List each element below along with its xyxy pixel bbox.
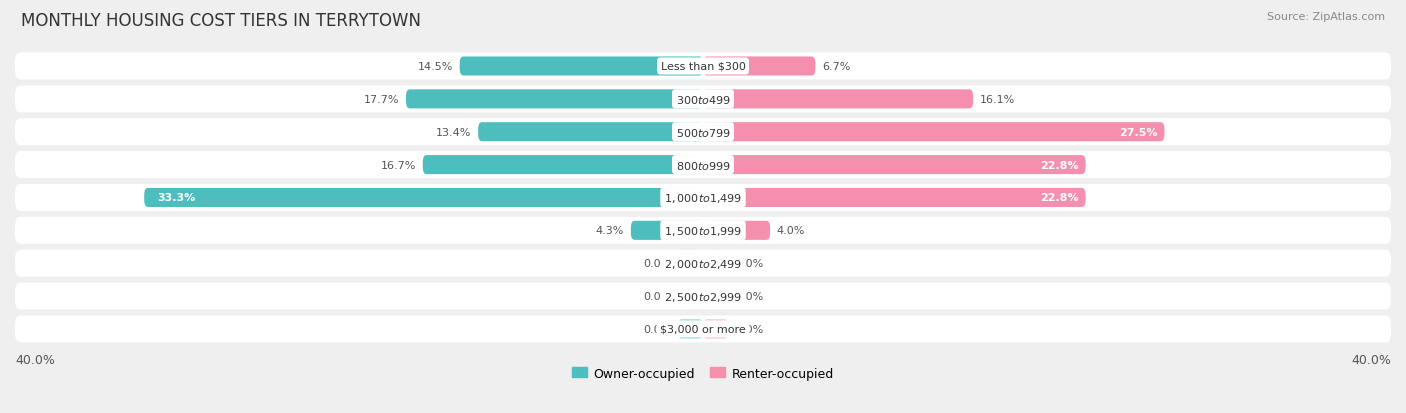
Text: MONTHLY HOUSING COST TIERS IN TERRYTOWN: MONTHLY HOUSING COST TIERS IN TERRYTOWN bbox=[21, 12, 420, 30]
Text: 6.7%: 6.7% bbox=[823, 62, 851, 72]
FancyBboxPatch shape bbox=[460, 57, 703, 76]
Text: 17.7%: 17.7% bbox=[364, 95, 399, 104]
FancyBboxPatch shape bbox=[15, 53, 1391, 80]
FancyBboxPatch shape bbox=[703, 320, 728, 339]
Text: 40.0%: 40.0% bbox=[15, 353, 55, 366]
Text: $1,500 to $1,999: $1,500 to $1,999 bbox=[664, 224, 742, 237]
Text: $500 to $799: $500 to $799 bbox=[675, 126, 731, 138]
Text: $2,000 to $2,499: $2,000 to $2,499 bbox=[664, 257, 742, 270]
FancyBboxPatch shape bbox=[631, 221, 703, 240]
Text: 33.3%: 33.3% bbox=[157, 193, 195, 203]
FancyBboxPatch shape bbox=[145, 188, 703, 207]
FancyBboxPatch shape bbox=[15, 86, 1391, 113]
Text: 16.1%: 16.1% bbox=[980, 95, 1015, 104]
FancyBboxPatch shape bbox=[703, 123, 1164, 142]
FancyBboxPatch shape bbox=[15, 283, 1391, 310]
Text: 16.7%: 16.7% bbox=[381, 160, 416, 170]
Text: 22.8%: 22.8% bbox=[1040, 193, 1078, 203]
FancyBboxPatch shape bbox=[703, 287, 728, 306]
Text: 13.4%: 13.4% bbox=[436, 128, 471, 138]
Text: 4.0%: 4.0% bbox=[778, 226, 806, 236]
Text: Less than $300: Less than $300 bbox=[661, 62, 745, 72]
FancyBboxPatch shape bbox=[423, 156, 703, 175]
FancyBboxPatch shape bbox=[703, 57, 815, 76]
Text: 0.0%: 0.0% bbox=[735, 291, 763, 301]
FancyBboxPatch shape bbox=[678, 320, 703, 339]
Text: 0.0%: 0.0% bbox=[643, 259, 671, 268]
FancyBboxPatch shape bbox=[703, 90, 973, 109]
Text: 14.5%: 14.5% bbox=[418, 62, 453, 72]
Text: $800 to $999: $800 to $999 bbox=[675, 159, 731, 171]
Text: 4.3%: 4.3% bbox=[596, 226, 624, 236]
FancyBboxPatch shape bbox=[478, 123, 703, 142]
Text: Source: ZipAtlas.com: Source: ZipAtlas.com bbox=[1267, 12, 1385, 22]
Text: 27.5%: 27.5% bbox=[1119, 128, 1157, 138]
FancyBboxPatch shape bbox=[703, 188, 1085, 207]
FancyBboxPatch shape bbox=[15, 316, 1391, 342]
Text: $1,000 to $1,499: $1,000 to $1,499 bbox=[664, 192, 742, 204]
FancyBboxPatch shape bbox=[703, 156, 1085, 175]
Text: 0.0%: 0.0% bbox=[735, 259, 763, 268]
Text: 22.8%: 22.8% bbox=[1040, 160, 1078, 170]
FancyBboxPatch shape bbox=[678, 254, 703, 273]
Text: $3,000 or more: $3,000 or more bbox=[661, 324, 745, 334]
Legend: Owner-occupied, Renter-occupied: Owner-occupied, Renter-occupied bbox=[568, 362, 838, 385]
Text: $2,500 to $2,999: $2,500 to $2,999 bbox=[664, 290, 742, 303]
FancyBboxPatch shape bbox=[703, 221, 770, 240]
FancyBboxPatch shape bbox=[406, 90, 703, 109]
FancyBboxPatch shape bbox=[15, 250, 1391, 277]
Text: 0.0%: 0.0% bbox=[643, 324, 671, 334]
FancyBboxPatch shape bbox=[678, 287, 703, 306]
FancyBboxPatch shape bbox=[703, 254, 728, 273]
Text: 0.0%: 0.0% bbox=[735, 324, 763, 334]
FancyBboxPatch shape bbox=[15, 152, 1391, 179]
FancyBboxPatch shape bbox=[15, 185, 1391, 211]
FancyBboxPatch shape bbox=[15, 119, 1391, 146]
Text: $300 to $499: $300 to $499 bbox=[675, 94, 731, 106]
FancyBboxPatch shape bbox=[15, 217, 1391, 244]
Text: 40.0%: 40.0% bbox=[1351, 353, 1391, 366]
Text: 0.0%: 0.0% bbox=[643, 291, 671, 301]
